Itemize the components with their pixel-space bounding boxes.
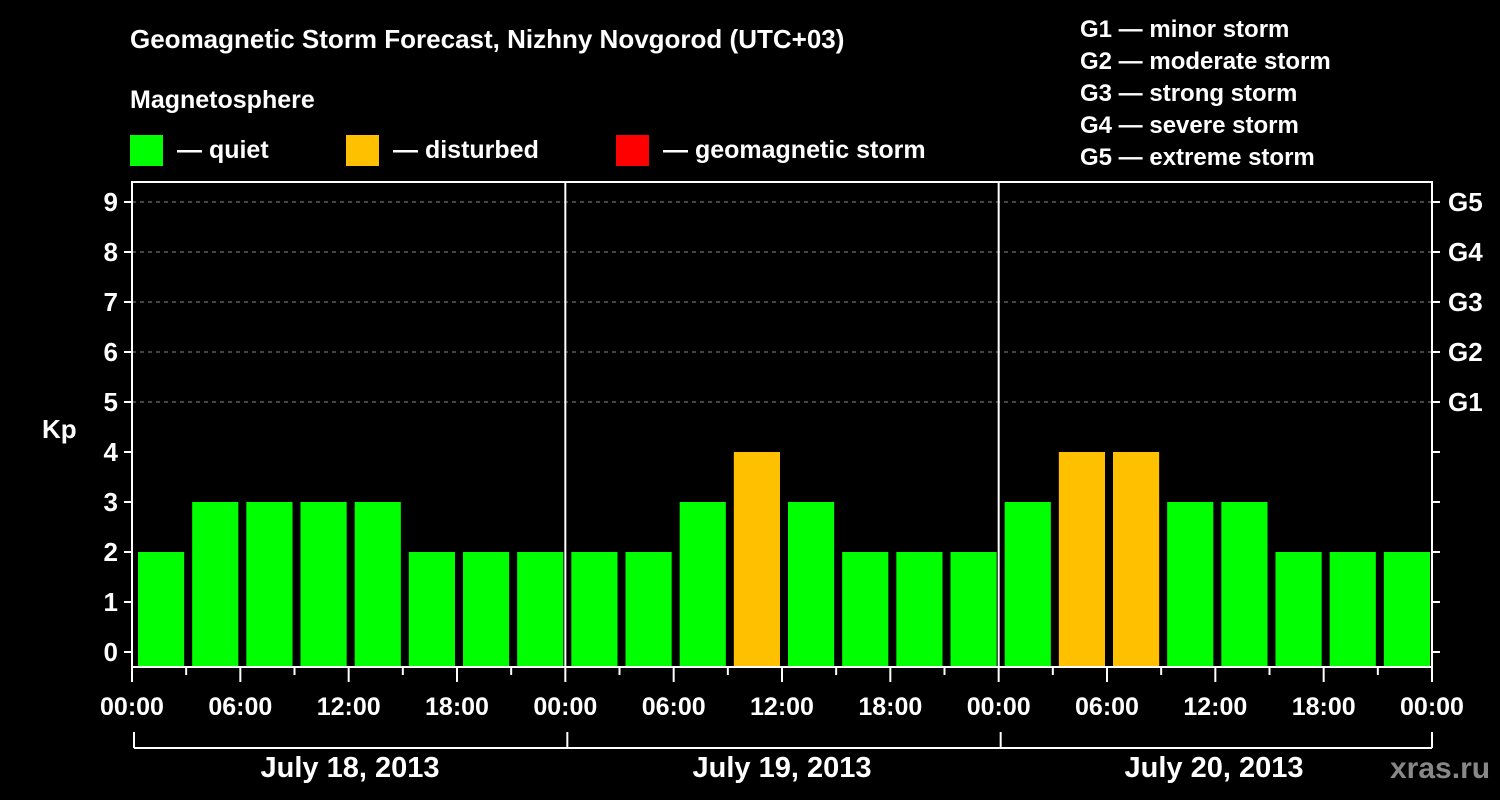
y-tick-label: 5 <box>104 387 118 417</box>
legend-swatch-quiet <box>130 134 163 166</box>
kp-bar <box>788 502 835 667</box>
storm-scale-g2: G2 — moderate storm <box>1080 48 1331 75</box>
kp-bar <box>679 502 726 667</box>
x-tick-label: 06:00 <box>642 693 706 721</box>
kp-bar <box>950 552 997 667</box>
storm-scale-g4: G4 — severe storm <box>1080 112 1299 139</box>
y-tick-label: 8 <box>104 237 118 267</box>
y-tick-label: 0 <box>104 637 118 667</box>
kp-bar <box>463 552 510 667</box>
g-level-label: G4 <box>1448 237 1483 267</box>
y-axis-label: Kp <box>42 414 77 444</box>
kp-bar <box>1275 552 1322 667</box>
x-tick-label: 00:00 <box>967 693 1031 721</box>
kp-bar <box>517 552 564 667</box>
x-tick-label: 06:00 <box>1075 693 1139 721</box>
storm-scale-g3: G3 — strong storm <box>1080 80 1298 107</box>
kp-bar <box>842 552 889 667</box>
kp-bar <box>354 502 401 667</box>
x-tick-label: 18:00 <box>858 693 922 721</box>
y-tick-label: 7 <box>104 287 118 317</box>
y-tick-label: 4 <box>104 437 119 467</box>
legend-label-disturbed: — disturbed <box>393 135 539 164</box>
kp-bar <box>300 502 347 667</box>
g-level-label: G2 <box>1448 337 1483 367</box>
kp-bar <box>192 502 239 667</box>
kp-bar <box>1383 552 1430 667</box>
kp-bar <box>246 502 293 667</box>
g-level-label: G3 <box>1448 287 1483 317</box>
legend-storm: — geomagnetic storm <box>616 134 926 166</box>
kp-bar <box>138 552 185 667</box>
storm-scale-g1: G1 — minor storm <box>1080 16 1290 43</box>
watermark: xras.ru <box>1390 752 1491 785</box>
legend-label-storm: — geomagnetic storm <box>663 135 926 164</box>
kp-bar <box>1167 502 1214 667</box>
kp-bar <box>1221 502 1268 667</box>
x-tick-label: 12:00 <box>750 693 814 721</box>
y-tick-label: 2 <box>104 537 118 567</box>
x-tick-label: 00:00 <box>1400 693 1464 721</box>
x-tick-label: 12:00 <box>317 693 381 721</box>
g-level-label: G5 <box>1448 187 1483 217</box>
date-label-day3: July 20, 2013 <box>1124 752 1304 784</box>
y-tick-label: 3 <box>104 487 118 517</box>
date-label-day2: July 19, 2013 <box>692 752 872 784</box>
x-tick-label: 00:00 <box>533 693 597 721</box>
legend-label-quiet: — quiet <box>177 135 269 164</box>
kp-bar <box>1113 452 1160 667</box>
kp-bar <box>408 552 455 667</box>
legend-swatch-storm <box>616 134 649 166</box>
date-label-day1: July 18, 2013 <box>260 752 440 784</box>
y-tick-label: 6 <box>104 337 118 367</box>
x-tick-label: 18:00 <box>425 693 489 721</box>
chart-subtitle: Magnetosphere <box>130 86 315 114</box>
kp-bar <box>1058 452 1105 667</box>
legend-quiet: — quiet <box>130 134 269 166</box>
y-tick-label: 1 <box>104 587 118 617</box>
x-tick-label: 00:00 <box>100 693 164 721</box>
kp-bar <box>896 552 943 667</box>
x-tick-label: 18:00 <box>1292 693 1356 721</box>
kp-bar <box>571 552 618 667</box>
y-tick-label: 9 <box>104 187 118 217</box>
legend-disturbed: — disturbed <box>346 134 539 166</box>
storm-scale-legend: G1 — minor storm G2 — moderate storm G3 … <box>1080 14 1331 174</box>
kp-bar <box>1004 502 1051 667</box>
chart-title: Geomagnetic Storm Forecast, Nizhny Novgo… <box>130 24 845 54</box>
storm-scale-g5: G5 — extreme storm <box>1080 144 1315 171</box>
x-tick-label: 12:00 <box>1183 693 1247 721</box>
kp-bar <box>733 452 780 667</box>
x-tick-label: 06:00 <box>208 693 272 721</box>
kp-bar <box>1329 552 1376 667</box>
kp-bar <box>625 552 672 667</box>
g-level-label: G1 <box>1448 387 1483 417</box>
legend-swatch-disturbed <box>346 134 379 166</box>
